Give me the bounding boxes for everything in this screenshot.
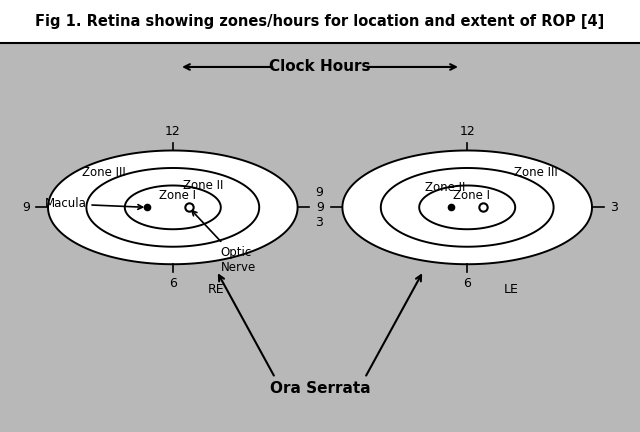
Text: 9: 9 [316,186,323,199]
Text: 3: 3 [610,201,618,214]
Polygon shape [342,150,592,264]
Text: 12: 12 [165,124,180,137]
Polygon shape [125,185,221,229]
Polygon shape [381,168,554,247]
Text: 12: 12 [460,124,475,137]
Text: Zone II: Zone II [183,179,223,192]
Polygon shape [419,185,515,229]
Text: Clock Hours: Clock Hours [269,60,371,74]
Text: Macula: Macula [45,197,143,210]
Text: Fig 1. Retina showing zones/hours for location and extent of ROP [4]: Fig 1. Retina showing zones/hours for lo… [35,14,605,29]
Text: Zone I: Zone I [159,189,196,202]
Text: 9: 9 [317,201,324,214]
Text: Zone III: Zone III [514,165,557,178]
Polygon shape [48,150,298,264]
Text: 6: 6 [463,277,471,290]
Text: 9: 9 [22,201,30,214]
Text: Optic
Nerve: Optic Nerve [192,211,256,274]
Polygon shape [86,168,259,247]
Text: 3: 3 [316,216,323,229]
Text: Ora Serrata: Ora Serrata [269,381,371,396]
Text: Zone III: Zone III [83,165,126,178]
Text: LE: LE [504,283,518,296]
Text: 6: 6 [169,277,177,290]
Text: Zone I: Zone I [454,189,490,202]
Bar [0,0,640,43]
Text: Zone II: Zone II [426,181,466,194]
Text: RE: RE [208,283,225,296]
